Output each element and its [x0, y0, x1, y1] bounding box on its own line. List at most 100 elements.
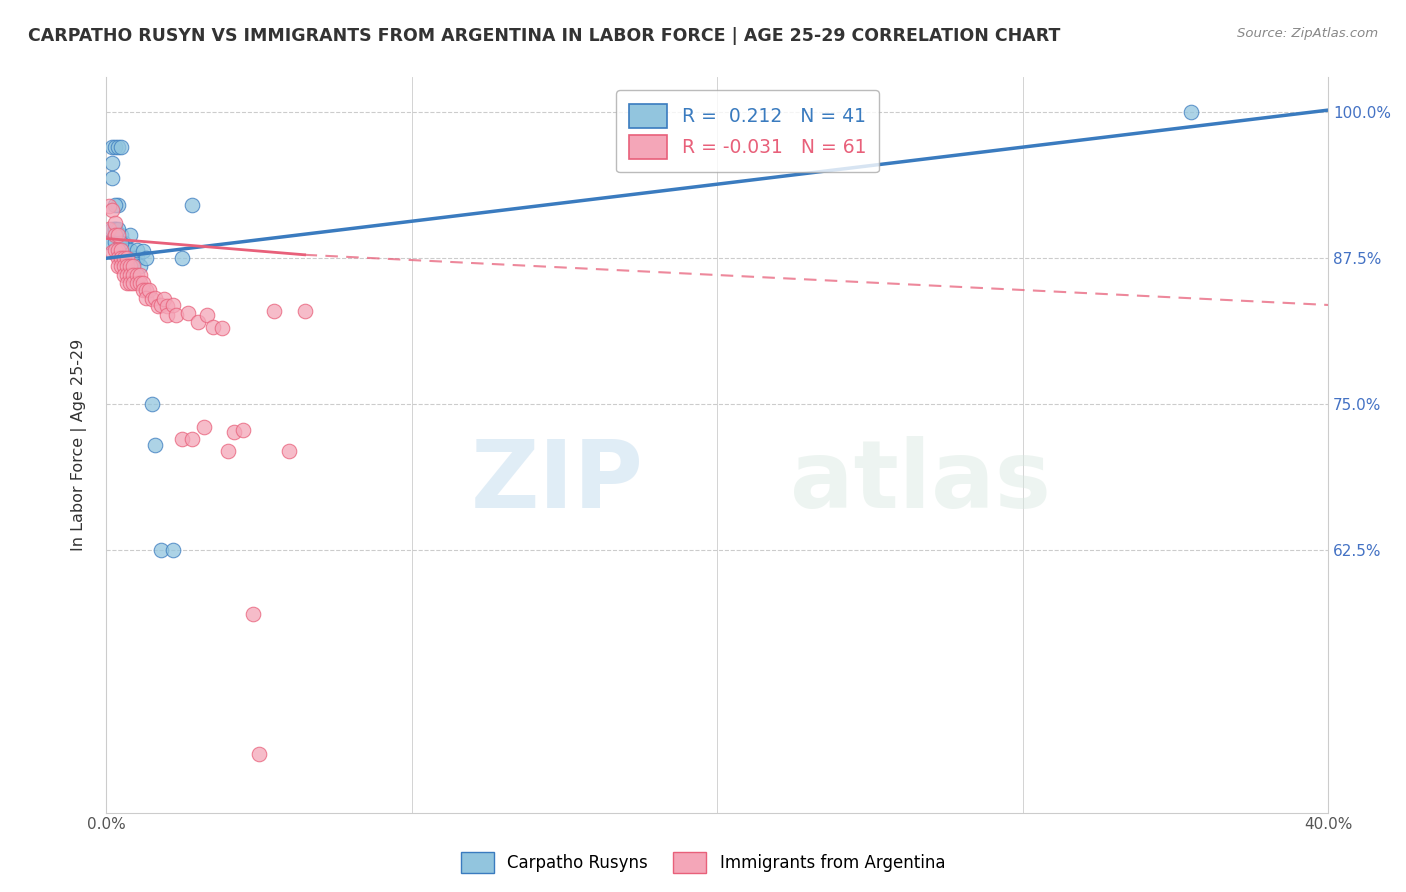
Point: [172, 252, 194, 266]
Point: [193, 420, 215, 434]
Point: [101, 155, 124, 169]
Point: [110, 227, 132, 242]
Point: [156, 309, 179, 323]
Point: [125, 243, 148, 257]
Point: [104, 197, 127, 211]
Point: [143, 291, 166, 305]
Point: [149, 298, 172, 312]
Point: [110, 140, 132, 154]
Point: [104, 227, 127, 242]
Point: [172, 432, 194, 446]
Point: [107, 252, 129, 266]
Point: [107, 243, 129, 257]
Point: [112, 268, 135, 282]
Point: [125, 276, 148, 290]
Point: [122, 252, 145, 266]
Point: [162, 298, 184, 312]
Point: [98, 222, 121, 236]
Point: [138, 283, 160, 297]
Point: [110, 252, 132, 266]
Point: [125, 268, 148, 282]
Point: [101, 245, 124, 260]
Point: [120, 252, 142, 266]
Point: [112, 252, 135, 266]
Point: [165, 309, 187, 323]
Point: [112, 252, 135, 266]
Point: [125, 252, 148, 266]
Point: [120, 268, 142, 282]
Point: [110, 260, 132, 274]
Point: [162, 543, 184, 558]
Point: [1180, 105, 1202, 120]
Point: [107, 244, 129, 259]
Point: [128, 276, 150, 290]
Text: Source: ZipAtlas.com: Source: ZipAtlas.com: [1237, 27, 1378, 40]
Text: CARPATHO RUSYN VS IMMIGRANTS FROM ARGENTINA IN LABOR FORCE | AGE 25-29 CORRELATI: CARPATHO RUSYN VS IMMIGRANTS FROM ARGENT…: [28, 27, 1060, 45]
Point: [177, 306, 200, 320]
Point: [143, 438, 166, 452]
Point: [128, 268, 150, 282]
Point: [278, 443, 301, 458]
Point: [294, 303, 316, 318]
Point: [107, 227, 129, 242]
Point: [135, 291, 157, 305]
Point: [180, 432, 202, 446]
Point: [131, 283, 153, 297]
Point: [120, 243, 142, 257]
Point: [104, 243, 127, 257]
Point: [110, 236, 132, 251]
Point: [232, 423, 254, 437]
Point: [107, 260, 129, 274]
Point: [122, 260, 145, 274]
Point: [110, 236, 132, 251]
Point: [107, 222, 129, 236]
Point: [101, 170, 124, 185]
Point: [195, 309, 218, 323]
Legend: Carpatho Rusyns, Immigrants from Argentina: Carpatho Rusyns, Immigrants from Argenti…: [454, 846, 952, 880]
Point: [146, 299, 169, 313]
Point: [131, 276, 153, 290]
Point: [180, 197, 202, 211]
Point: [187, 316, 209, 330]
Point: [107, 140, 129, 154]
Point: [128, 260, 150, 274]
Point: [112, 260, 135, 274]
Point: [122, 260, 145, 274]
Point: [110, 243, 132, 257]
Point: [104, 216, 127, 230]
Point: [135, 283, 157, 297]
Point: [117, 276, 139, 290]
Point: [224, 425, 246, 439]
Point: [120, 276, 142, 290]
Point: [110, 252, 132, 266]
Text: ZIP: ZIP: [471, 436, 644, 528]
Point: [217, 443, 239, 458]
Point: [98, 235, 121, 249]
Point: [117, 252, 139, 266]
Point: [120, 227, 142, 242]
Point: [153, 292, 176, 306]
Point: [247, 747, 270, 762]
Point: [104, 222, 127, 236]
Point: [242, 607, 264, 622]
Point: [122, 268, 145, 282]
Point: [201, 320, 224, 334]
Point: [104, 140, 127, 154]
Point: [120, 260, 142, 274]
Legend: R =  0.212   N = 41, R = -0.031   N = 61: R = 0.212 N = 41, R = -0.031 N = 61: [616, 90, 879, 172]
Point: [263, 303, 285, 318]
Point: [98, 199, 121, 213]
Point: [104, 235, 127, 249]
Text: atlas: atlas: [790, 436, 1052, 528]
Point: [122, 276, 145, 290]
Point: [131, 244, 153, 259]
Point: [211, 321, 233, 335]
Point: [101, 222, 124, 236]
Point: [107, 197, 129, 211]
Point: [112, 243, 135, 257]
Point: [117, 268, 139, 282]
Point: [117, 252, 139, 266]
Point: [104, 222, 127, 236]
Point: [117, 243, 139, 257]
Point: [135, 252, 157, 266]
